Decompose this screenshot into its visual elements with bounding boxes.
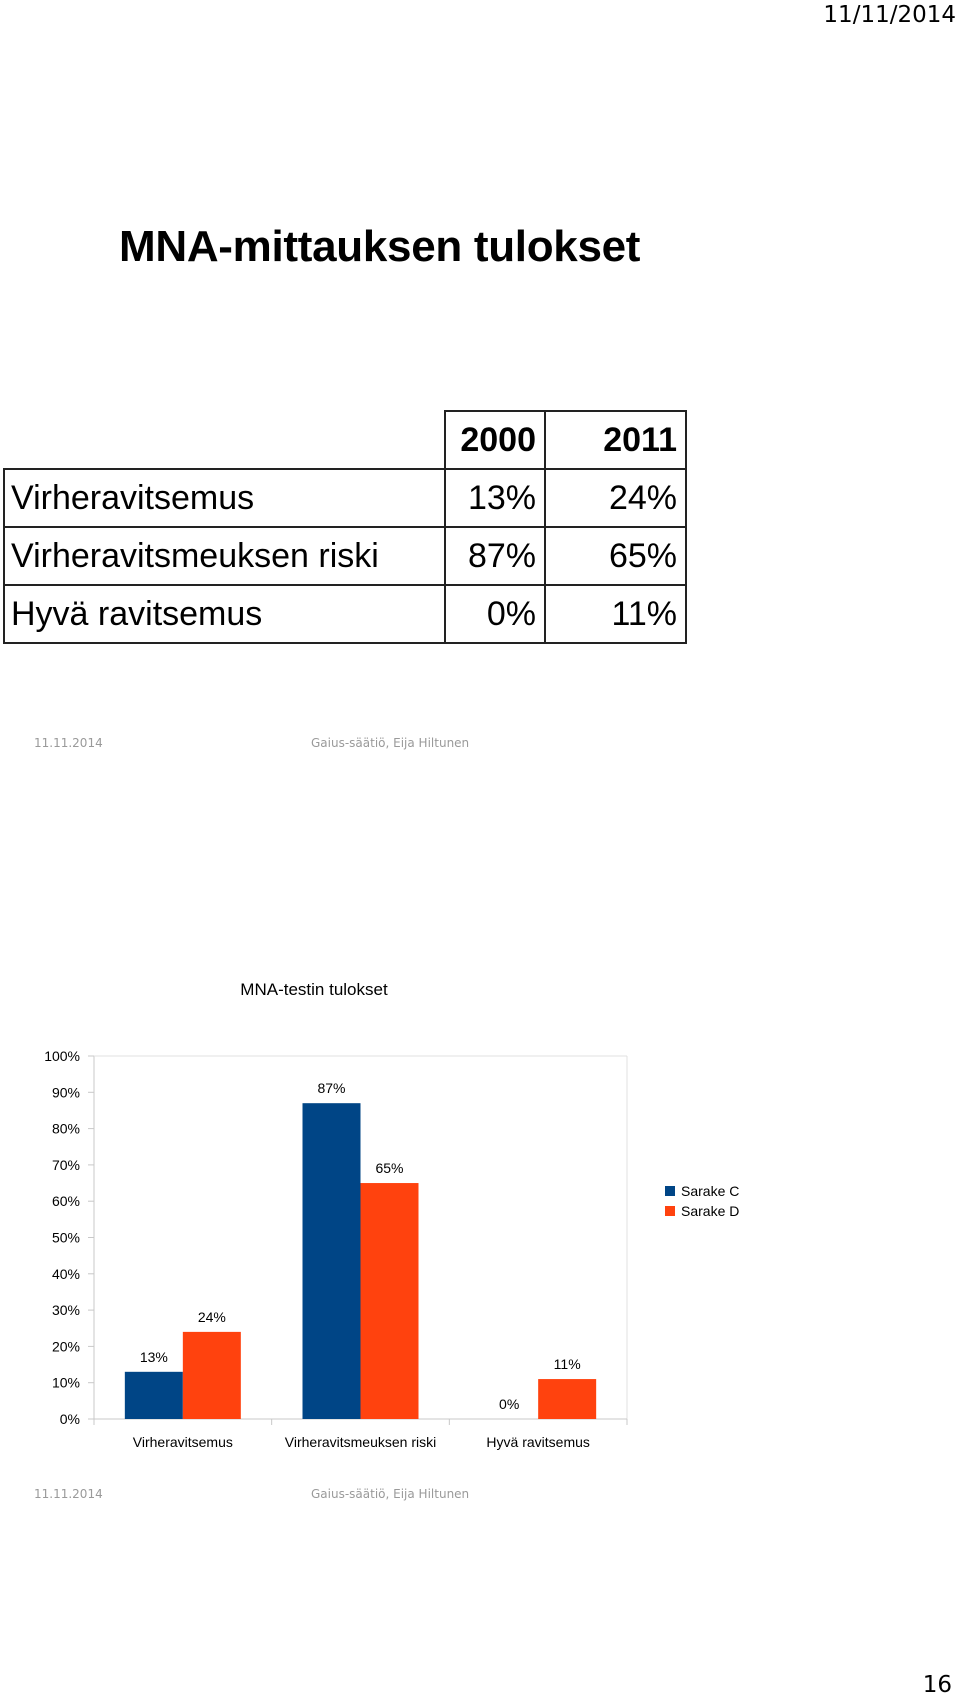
footer-author: Gaius-säätiö, Eija Hiltunen [311,736,470,750]
bar-data-label: 24% [198,1309,226,1325]
legend-swatch [665,1206,675,1216]
results-table: 2000 2011 Virheravitsemus 13% 24% Virher… [3,410,687,644]
table-cell: 65% [544,526,687,586]
table-cell: 87% [444,526,546,586]
chart-container: MNA-testin tulokset 0% 10% 20% 30% 40% 50% 60%… [0,960,800,1460]
y-tick-label: 100% [44,1048,80,1064]
x-category-label: Virheravitsemus [133,1434,233,1450]
table-row: Virheravitsemus 13% 24% [3,468,687,528]
column-header-2011: 2011 [544,410,687,470]
y-tick-label: 50% [52,1230,80,1246]
row-label: Virheravitsemus [3,468,446,528]
y-tick-label: 0% [60,1411,80,1427]
footer-date: 11.11.2014 [34,736,103,750]
column-header-2000: 2000 [444,410,546,470]
bar [182,1331,241,1419]
footer-author: Gaius-säätiö, Eija Hiltunen [311,1487,470,1501]
bar-data-label: 0% [499,1396,519,1412]
footer-date: 11.11.2014 [34,1487,103,1501]
y-tick-label: 60% [52,1193,80,1209]
y-tick-label: 30% [52,1302,80,1318]
bar [124,1371,183,1419]
table-header-row: 2000 2011 [4,410,687,470]
row-label: Hyvä ravitsemus [3,584,446,644]
table-corner [4,411,446,470]
x-category-label: Virheravitsmeuksen riski [285,1434,436,1450]
x-category-label: Hyvä ravitsemus [486,1434,589,1450]
y-tick-label: 10% [52,1375,80,1391]
bar-chart: MNA-testin tulokset 0% 10% 20% 30% 40% 50% 60%… [44,980,739,1450]
table-cell: 0% [444,584,546,644]
y-tick-label: 40% [52,1266,80,1282]
y-tick-label: 90% [52,1084,80,1100]
legend-label: Sarake D [681,1203,739,1219]
y-tick-label: 20% [52,1338,80,1354]
table-cell: 24% [544,468,687,528]
bar-data-label: 65% [375,1160,403,1176]
bars: 13% 24% 87% 65% 0% 11% [124,1080,597,1419]
bar-data-label: 11% [554,1356,581,1372]
row-label: Virheravitsmeuksen riski [3,526,446,586]
bar [360,1183,419,1419]
bar-data-label: 13% [140,1349,168,1365]
legend-label: Sarake C [681,1183,739,1199]
table-cell: 11% [544,584,687,644]
legend-swatch [665,1186,675,1196]
x-axis: Virheravitsemus Virheravitsmeuksen riski H… [93,1418,628,1450]
slide-title: MNA-mittauksen tulokset [119,222,641,271]
page-header-date: 11/11/2014 [823,2,956,28]
bar [302,1103,361,1419]
legend: Sarake C Sarake D [665,1183,739,1219]
y-tick-label: 80% [52,1121,80,1137]
chart-title: MNA-testin tulokset [240,980,388,999]
table-row: Virheravitsmeuksen riski 87% 65% [3,526,687,586]
page-number: 16 [922,1672,952,1698]
bar-data-label: 87% [317,1080,345,1096]
y-axis: 0% 10% 20% 30% 40% 50% 60% 70% 80% 90% 100% [44,1048,628,1427]
table-row: Hyvä ravitsemus 0% 11% [3,584,687,644]
table-cell: 13% [444,468,546,528]
bar [538,1379,597,1419]
y-tick-label: 70% [52,1157,80,1173]
